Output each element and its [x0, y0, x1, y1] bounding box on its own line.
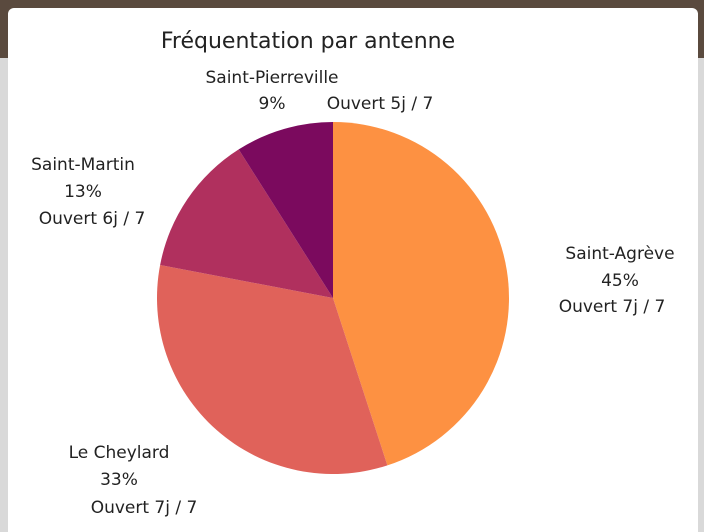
slice-label: Saint-Martin	[31, 155, 135, 175]
slice-detail: Ouvert 6j / 7	[39, 209, 146, 229]
slice-value: 9%	[259, 94, 286, 114]
slice-label: Saint-Agrève	[565, 244, 674, 264]
slice-detail: Ouvert 7j / 7	[91, 498, 198, 518]
slice-value: 13%	[64, 182, 102, 202]
slice-value: 33%	[100, 470, 138, 490]
slice-label: Le Cheylard	[69, 443, 170, 463]
slice-label: Saint-Pierreville	[205, 68, 338, 88]
chart-title: Fréquentation par antenne	[161, 29, 455, 54]
slice-value: 45%	[601, 271, 639, 291]
screenshot: Fréquentation par antenne Saint-Agrève 45…	[0, 0, 704, 532]
slice-detail: Ouvert 7j / 7	[559, 297, 666, 317]
slice-detail: Ouvert 5j / 7	[327, 94, 434, 114]
